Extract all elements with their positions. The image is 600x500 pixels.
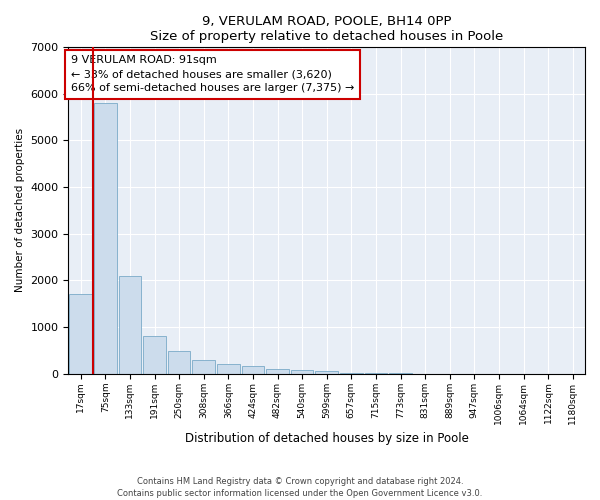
Bar [316,372,338,374]
Bar [94,103,116,374]
Bar [119,276,141,374]
Title: 9, VERULAM ROAD, POOLE, BH14 0PP
Size of property relative to detached houses in: 9, VERULAM ROAD, POOLE, BH14 0PP Size of… [150,15,503,43]
Bar [217,364,239,374]
Bar [242,366,264,374]
Bar [291,370,313,374]
Bar [168,351,190,374]
Bar [143,336,166,374]
Bar [365,373,387,374]
X-axis label: Distribution of detached houses by size in Poole: Distribution of detached houses by size … [185,432,469,445]
Bar [340,372,362,374]
Bar [266,369,289,374]
Bar [193,360,215,374]
Text: Contains HM Land Registry data © Crown copyright and database right 2024.
Contai: Contains HM Land Registry data © Crown c… [118,476,482,498]
Bar [70,294,92,374]
Y-axis label: Number of detached properties: Number of detached properties [15,128,25,292]
Text: 9 VERULAM ROAD: 91sqm
← 33% of detached houses are smaller (3,620)
66% of semi-d: 9 VERULAM ROAD: 91sqm ← 33% of detached … [71,55,355,93]
